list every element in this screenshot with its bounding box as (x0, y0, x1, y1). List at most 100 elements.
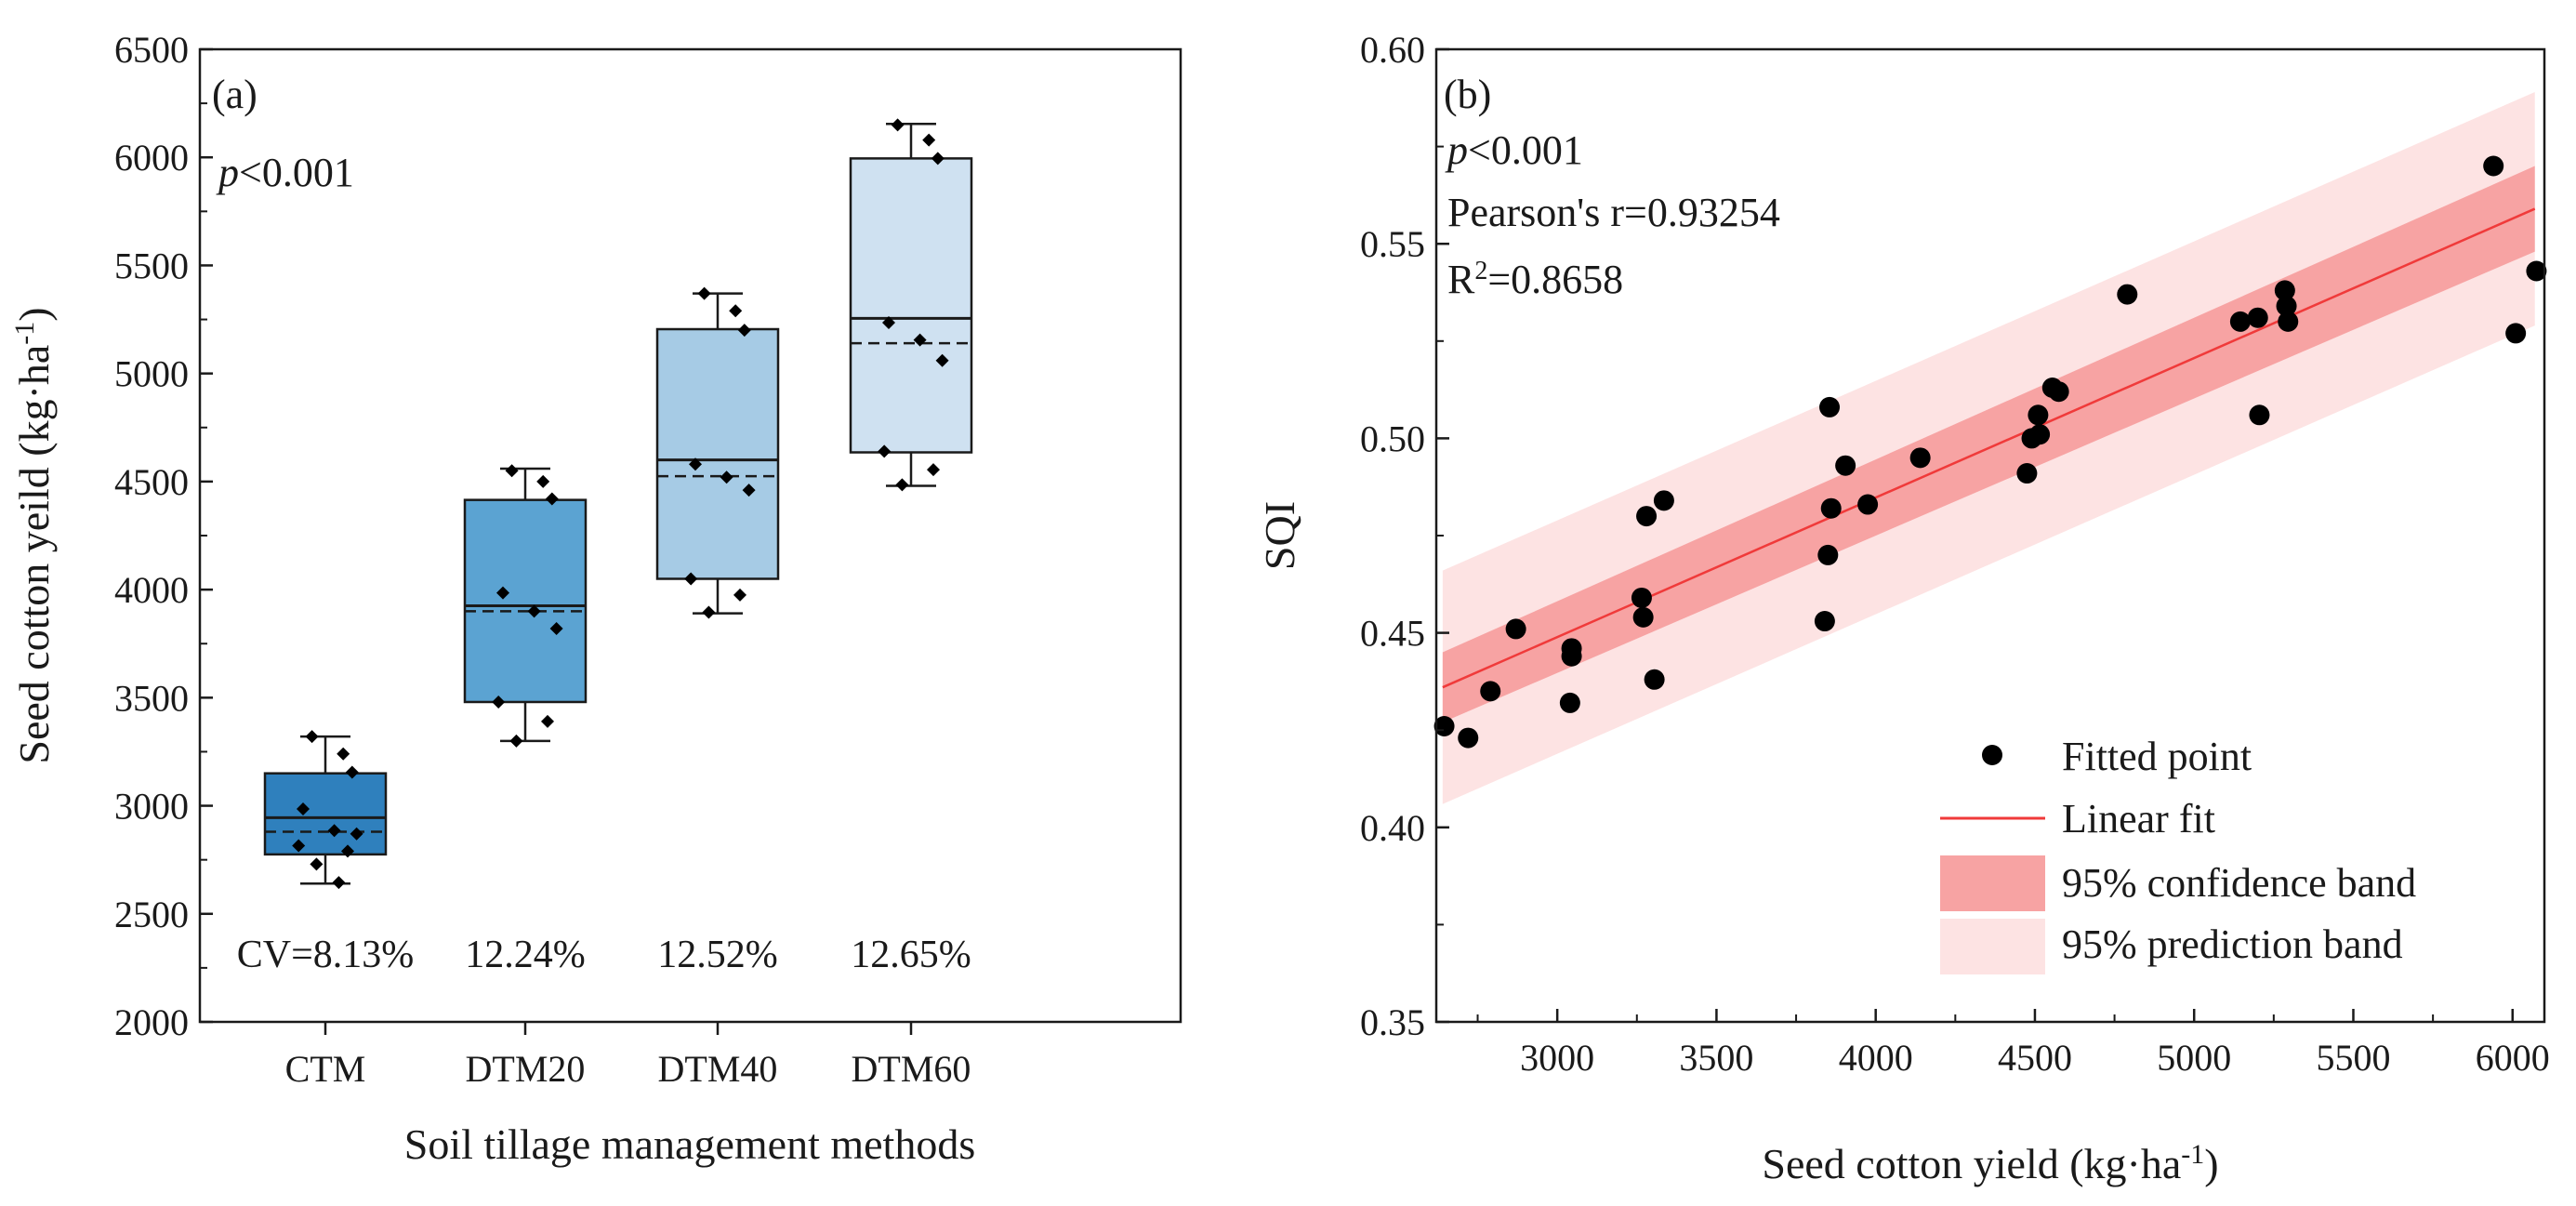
x-tick-label: 3500 (1679, 1037, 1753, 1079)
scatter-point (1653, 490, 1674, 511)
data-point (891, 118, 905, 132)
x-tick-label: DTM20 (466, 1048, 586, 1090)
data-point (341, 844, 354, 858)
scatter-point (2028, 404, 2049, 426)
data-point (931, 152, 945, 166)
x-tick-label: DTM60 (852, 1048, 971, 1090)
legend-confidence-swatch (1940, 855, 2045, 911)
y-tick-label: 5000 (114, 353, 189, 395)
data-point (922, 133, 936, 147)
box-series (263, 122, 973, 885)
pearson-r: Pearson's r=0.93254 (1447, 190, 1780, 235)
legend-prediction-label: 95% prediction band (2062, 921, 2403, 967)
box-iqr (849, 157, 973, 454)
scatter-point (1817, 544, 1839, 565)
p-value-b: p<0.001 (1445, 127, 1583, 173)
cv-label: 12.24% (465, 934, 586, 976)
scatter-point (1561, 645, 1582, 667)
data-point (737, 324, 751, 338)
y-axis-b: 0.35 0.40 0.45 0.50 0.55 0.60 (1360, 29, 1449, 1043)
scatter-point (1636, 506, 1658, 527)
y-tick-label: 4500 (114, 461, 189, 503)
scatter-point (2247, 307, 2268, 328)
scatter-point (2249, 404, 2270, 426)
y-tick-label: 6000 (114, 137, 189, 179)
data-point (702, 605, 716, 619)
cv-labels: CV=8.13% 12.24% 12.52% 12.65% (237, 934, 971, 976)
y-tick-label: 4000 (114, 569, 189, 611)
scatter-point (2117, 284, 2138, 305)
scatter-point (2274, 280, 2295, 301)
scatter-point (1632, 606, 1654, 628)
data-point (684, 572, 698, 586)
y-tick-label: 0.40 (1360, 807, 1425, 849)
scatter-point (1433, 716, 1455, 737)
scatter-point (2229, 311, 2251, 332)
confidence-band (1442, 166, 2535, 722)
legend-prediction-swatch (1940, 919, 2045, 974)
data-point (878, 444, 892, 458)
y-tick-label: 2000 (114, 1001, 189, 1043)
x-tick-label: 5000 (2157, 1037, 2231, 1079)
x-axis-title-a: Soil tillage management methods (404, 1120, 976, 1168)
data-point (541, 714, 554, 728)
box-dtm40 (655, 292, 780, 615)
data-point (509, 734, 523, 748)
scatter-point (2276, 296, 2297, 317)
data-point (927, 463, 940, 477)
data-point (742, 484, 756, 497)
data-point (913, 333, 927, 347)
scatter-point (2048, 381, 2069, 403)
data-point (337, 747, 350, 761)
data-point (536, 474, 550, 488)
box-dtm60 (849, 122, 973, 487)
data-point (496, 586, 509, 600)
data-point (895, 478, 909, 492)
y-tick-label: 0.60 (1360, 29, 1425, 71)
legend-linear-label: Linear fit (2062, 796, 2215, 842)
scatter-point (2526, 260, 2547, 282)
cv-label: 12.65% (851, 934, 971, 976)
box-iqr (463, 498, 588, 704)
scatter-point (1559, 692, 1580, 713)
data-point (882, 316, 895, 330)
x-tick-label: 6000 (2476, 1037, 2550, 1079)
scatter-point (2505, 323, 2527, 344)
x-tick-label: DTM40 (658, 1048, 778, 1090)
data-point (345, 765, 359, 779)
y-tick-label: 6500 (114, 29, 189, 71)
data-point (492, 695, 506, 709)
data-point (729, 304, 743, 318)
x-axis-title-b: Seed cotton yield (kg·ha-1) (1762, 1139, 2218, 1188)
legend: Fitted point Linear fit 95% confidence b… (1940, 734, 2416, 974)
box-iqr (263, 772, 388, 856)
scatter-point (1819, 396, 1841, 417)
data-point (549, 621, 563, 635)
scatter-point (2029, 424, 2051, 445)
data-point (297, 802, 310, 816)
scatter-points (1433, 155, 2547, 749)
scatter-point (1505, 618, 1526, 640)
panel-label-b: (b) (1444, 72, 1491, 117)
y-axis-title-a: Seed cotton yeild (kg·ha-1) (9, 307, 59, 763)
x-tick-label: CTM (285, 1048, 366, 1090)
data-point (292, 839, 306, 853)
data-point (305, 730, 319, 744)
box-dtm20 (463, 467, 588, 743)
scatter-point (2278, 311, 2299, 332)
y-tick-label: 3000 (114, 786, 189, 828)
data-point (689, 457, 702, 471)
x-tick-label: 4500 (1998, 1037, 2072, 1079)
panel-label-a: (a) (212, 72, 258, 117)
scatter-point (1835, 455, 1856, 476)
box-ctm (263, 735, 388, 885)
y-tick-label: 0.55 (1360, 223, 1425, 265)
y-tick-label: 3500 (114, 677, 189, 719)
scatter-point (1631, 587, 1652, 608)
box-plot-panel-a: 2000 2500 3000 3500 4000 4500 5000 5500 6000 6500… (9, 29, 1182, 1168)
data-point (327, 824, 341, 838)
r-squared: R2=0.8658 (1447, 257, 1623, 303)
scatter-point (1909, 447, 1931, 469)
legend-fitted-label: Fitted point (2062, 734, 2252, 779)
